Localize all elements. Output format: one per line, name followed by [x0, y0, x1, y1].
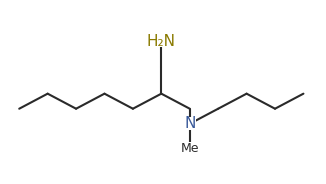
FancyBboxPatch shape [148, 32, 175, 47]
FancyBboxPatch shape [180, 142, 200, 155]
Text: Me: Me [181, 142, 199, 155]
Text: H₂N: H₂N [147, 34, 176, 49]
Text: N: N [184, 116, 195, 131]
FancyBboxPatch shape [183, 117, 197, 130]
